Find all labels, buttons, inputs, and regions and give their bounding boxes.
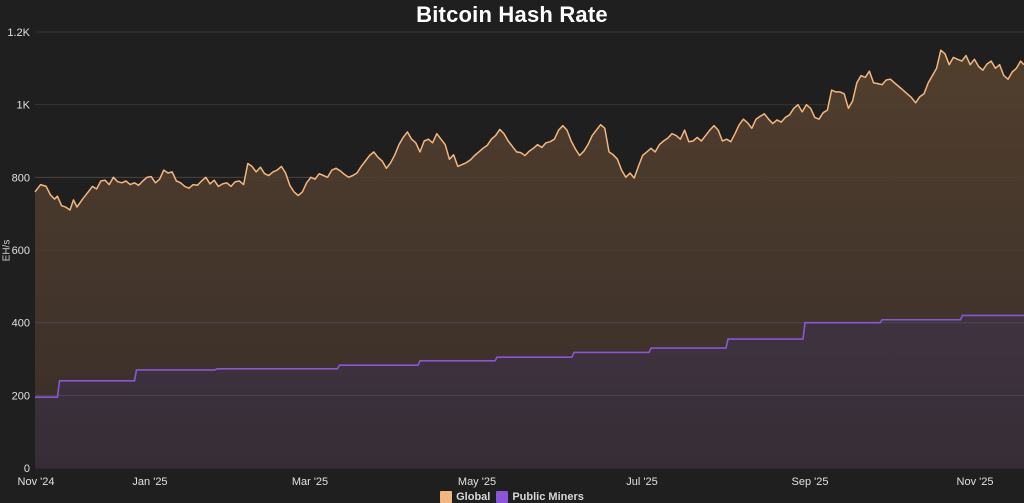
legend-swatch-public-miners xyxy=(496,491,509,503)
x-tick-label: Sep '25 xyxy=(792,476,829,488)
series-areas xyxy=(34,49,1024,468)
x-tick-label: May '25 xyxy=(458,476,496,488)
legend-item-global[interactable]: Global xyxy=(440,491,490,503)
chart-legend: Global Public Miners xyxy=(0,491,1024,503)
legend-label-public-miners: Public Miners xyxy=(512,491,584,503)
y-tick-label: 1K xyxy=(17,100,31,112)
legend-swatch-global xyxy=(440,491,453,503)
y-axis-ticks: 0 200 400 600 800 1K 1.2K xyxy=(7,27,30,475)
legend-item-public-miners[interactable]: Public Miners xyxy=(496,491,584,503)
y-tick-label: 0 xyxy=(24,463,30,475)
x-axis-ticks: Nov '24 Jan '25 Mar '25 May '25 Jul '25 Sep '… xyxy=(18,476,994,488)
legend-label-global: Global xyxy=(456,491,491,503)
x-tick-label: Mar '25 xyxy=(292,476,328,488)
public-miners-area xyxy=(35,315,1024,468)
y-tick-label: 600 xyxy=(12,245,30,257)
y-tick-label: 200 xyxy=(12,390,30,402)
chart-title: Bitcoin Hash Rate xyxy=(416,2,608,27)
x-tick-label: Nov '25 xyxy=(957,476,994,488)
y-tick-label: 400 xyxy=(12,318,30,330)
y-tick-label: 1.2K xyxy=(7,27,30,39)
x-tick-label: Nov '24 xyxy=(18,476,55,488)
global-line xyxy=(34,49,1024,211)
public-miners-line xyxy=(35,314,1024,398)
y-tick-label: 800 xyxy=(12,172,30,184)
x-tick-label: Jul '25 xyxy=(626,476,657,488)
x-tick-label: Jan '25 xyxy=(132,476,167,488)
